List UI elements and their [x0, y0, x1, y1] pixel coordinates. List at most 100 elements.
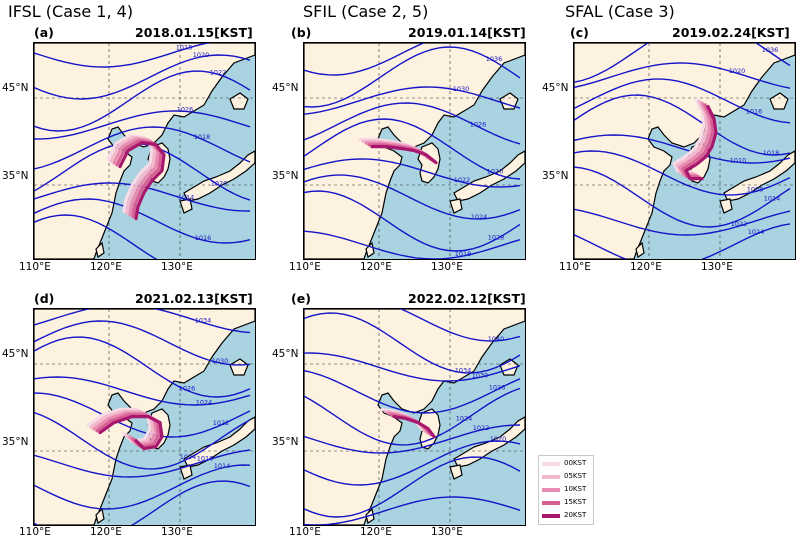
isobar-label: 1022: [210, 68, 227, 76]
legend-item: 00KST: [542, 458, 592, 470]
isobar: [34, 110, 251, 140]
legend-swatch: [542, 514, 560, 518]
isobar: [304, 230, 521, 259]
isobar: [304, 102, 521, 145]
isobar-label: 1040: [488, 335, 505, 343]
trajectory-00kst: [106, 133, 154, 213]
isobar: [34, 309, 251, 334]
isobar: [304, 158, 521, 188]
isobar: [34, 320, 251, 366]
isobar: [574, 208, 791, 236]
isobar: [304, 424, 521, 454]
panel-d-date: 2021.02.13[KST]: [135, 291, 253, 306]
lat-tick-45-c: 45°N: [542, 82, 569, 94]
isobar: [304, 43, 520, 76]
isobar: [574, 43, 791, 83]
isobar: [574, 94, 791, 156]
group-title-ifsl: IFSL (Case 1, 4): [8, 2, 134, 21]
isobar-label: 1010: [730, 156, 747, 164]
isobar-label: 1018: [176, 43, 193, 51]
legend-label: 05KST: [564, 472, 587, 480]
lat-tick-35-d: 35°N: [2, 436, 29, 448]
lat-tick-35-a: 35°N: [2, 170, 29, 182]
isobar: [304, 369, 521, 414]
isobar: [34, 54, 251, 100]
trajectory-10kst: [112, 137, 160, 217]
trajectory-00kst: [672, 97, 706, 173]
isobar: [34, 198, 251, 244]
landmass: [449, 198, 463, 214]
panel-a-label: (a): [34, 25, 54, 40]
trajectory-20kst: [118, 140, 166, 221]
legend-item: 05KST: [542, 471, 592, 483]
isobar: [34, 70, 251, 132]
isobar-label: 1022: [213, 419, 230, 427]
isobar: [34, 392, 251, 438]
panel-c-date: 2019.02.24[KST]: [672, 25, 790, 40]
lat-tick-35-b: 35°N: [272, 170, 299, 182]
lon-tick-110-d: 110°E: [19, 526, 51, 538]
lon-tick-130-c: 130°E: [701, 261, 733, 273]
landmass: [719, 198, 733, 214]
isobar: [574, 78, 791, 124]
map-svg: 104010361030102610201022102410281018: [304, 43, 525, 259]
lon-tick-130-a: 130°E: [161, 261, 193, 273]
isobar: [34, 43, 211, 68]
landmass: [365, 241, 375, 258]
legend-item: 15KST: [542, 497, 592, 509]
lat-tick-45-b: 45°N: [272, 82, 299, 94]
legend-item: 10KST: [542, 484, 592, 496]
isobar: [304, 440, 521, 486]
lon-tick-110-e: 110°E: [289, 526, 321, 538]
trajectory-20kst: [392, 414, 436, 439]
isobar-label: 1030: [212, 357, 229, 365]
isobar-label: 1020: [487, 168, 504, 176]
isobar: [304, 190, 521, 252]
isobar-label: 1014: [214, 462, 231, 470]
isobar-label: 1022: [473, 424, 490, 432]
isobar-label: 1022: [731, 220, 748, 228]
lon-tick-110-a: 110°E: [19, 261, 51, 273]
legend-label: 00KST: [564, 459, 587, 467]
isobar-label: 1024: [471, 213, 488, 221]
isobar-label: 1024: [456, 415, 473, 423]
isobar-label: 1016: [195, 234, 212, 242]
isobar-label: 1026: [489, 384, 506, 392]
isobar-label: 1024: [196, 399, 213, 407]
lon-tick-120-d: 120°E: [90, 526, 122, 538]
mainland: [34, 43, 255, 259]
isobar-label: 1008: [747, 186, 764, 194]
isobar: [304, 352, 521, 382]
landmass: [95, 507, 105, 524]
isobar-label: 1020: [729, 67, 746, 75]
lon-tick-130-d: 130°E: [161, 526, 193, 538]
isobar: [304, 118, 521, 180]
isobar: [304, 387, 521, 446]
isobar: [304, 309, 521, 342]
isobar: [574, 134, 791, 164]
landmass: [229, 92, 249, 110]
isobar-label: 1016: [197, 455, 214, 463]
legend-swatch: [542, 488, 560, 492]
isobar-label: 1020: [193, 51, 210, 59]
panel-d-label: (d): [34, 291, 55, 306]
isobar: [34, 376, 251, 406]
isobar: [574, 62, 791, 89]
lat-tick-35-c: 35°N: [542, 170, 569, 182]
lon-tick-120-a: 120°E: [90, 261, 122, 273]
map-panel-b: 104010361030102610201022102410281018: [303, 42, 526, 260]
group-title-sfil: SFIL (Case 2, 5): [303, 2, 429, 21]
panel-b-date: 2019.01.14[KST]: [408, 25, 526, 40]
isobar: [34, 449, 251, 478]
isobar: [34, 336, 251, 398]
panel-a-date: 2018.01.15[KST]: [135, 25, 253, 40]
isobar-label: 1020: [490, 435, 507, 443]
landmass: [449, 464, 463, 480]
isobar-label: 1016: [746, 108, 763, 116]
legend-item: 20KST: [542, 510, 592, 522]
panel-e-date: 2022.02.12[KST]: [408, 291, 526, 306]
isobar-label: 1020: [211, 179, 228, 187]
isobar-label: 1014: [764, 195, 781, 203]
